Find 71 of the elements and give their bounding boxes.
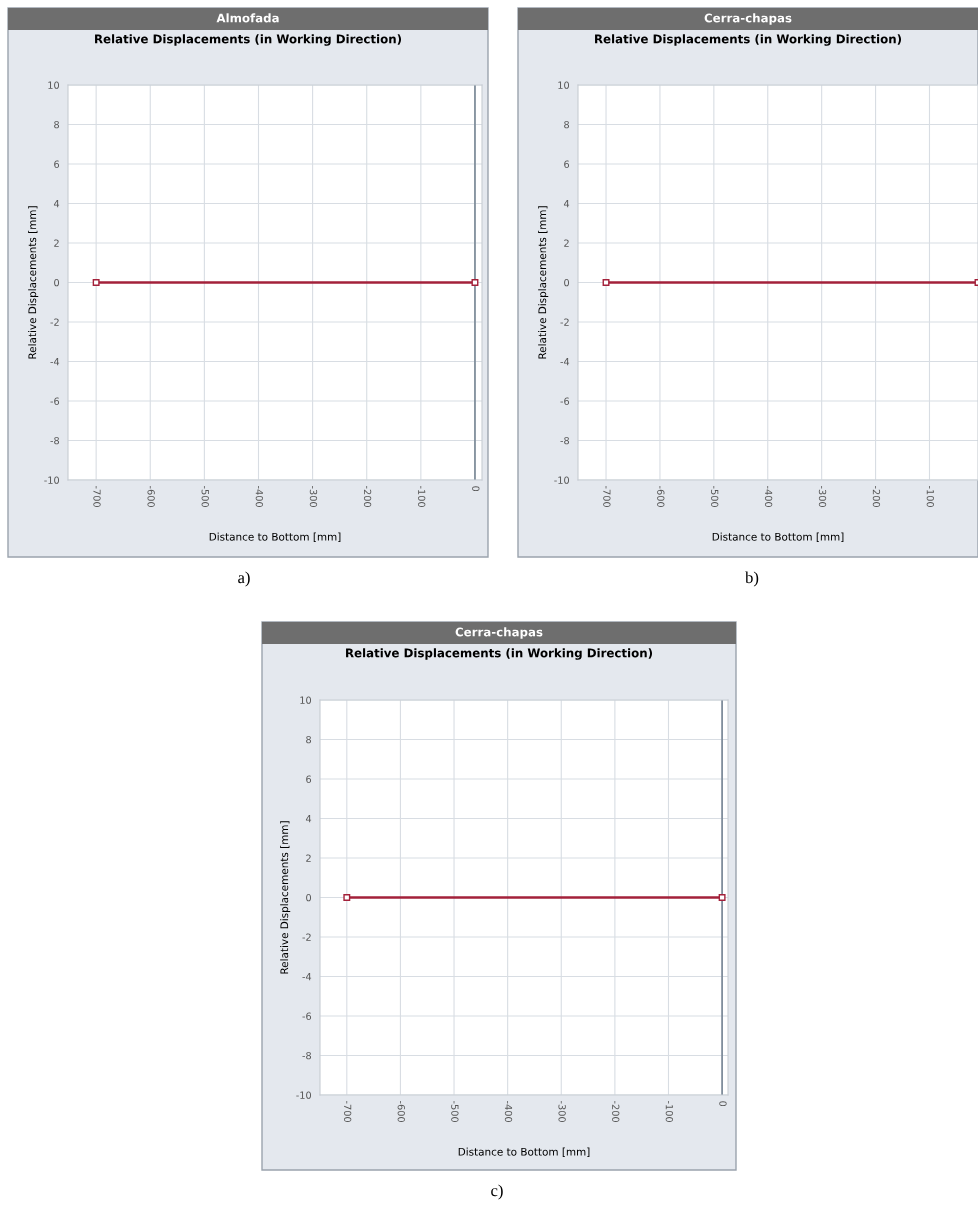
x-tick-label: -300 bbox=[818, 486, 827, 507]
y-axis-title: Relative Displacements [mm] bbox=[280, 821, 291, 974]
chart-title: Almofada bbox=[216, 13, 279, 23]
text: b) bbox=[745, 571, 759, 587]
y-tick-label: -4 bbox=[50, 358, 60, 366]
x-tick-label: -100 bbox=[665, 1101, 674, 1122]
x-axis-title: Distance to Bottom [mm] bbox=[209, 532, 341, 542]
x-tick-label: -600 bbox=[657, 486, 665, 507]
x-tick-label: -700 bbox=[343, 1101, 352, 1122]
chart-title: Cerra-chapas bbox=[704, 13, 792, 25]
y-tick-label: 4 bbox=[563, 200, 570, 208]
x-tick-label: -200 bbox=[612, 1101, 620, 1122]
y-tick-label: 8 bbox=[306, 735, 311, 744]
x-axis-title: Distance to Bottom [mm] bbox=[712, 532, 844, 542]
x-tick-label: -600 bbox=[147, 486, 155, 507]
y-tick-label: 6 bbox=[306, 775, 312, 783]
x-tick-label: -600 bbox=[397, 1101, 405, 1122]
y-tick-label: 10 bbox=[48, 81, 60, 89]
text: c) bbox=[491, 1184, 503, 1200]
y-tick-label: -4 bbox=[302, 973, 312, 981]
y-axis-title: Relative Displacements [mm] bbox=[28, 206, 39, 359]
chart-subtitle: Relative Displacements (in Working Direction) bbox=[595, 34, 902, 46]
chart-subtitle: Relative Displacements (in Working Direction) bbox=[95, 34, 402, 46]
x-tick-label: -100 bbox=[926, 486, 935, 507]
y-tick-label: 6 bbox=[54, 160, 60, 168]
x-tick-label: -100 bbox=[418, 486, 426, 507]
x-tick-label: -500 bbox=[711, 486, 719, 507]
y-tick-label: -2 bbox=[302, 933, 311, 941]
x-tick-label: -500 bbox=[451, 1101, 459, 1122]
x-tick-label: -700 bbox=[603, 486, 611, 507]
y-tick-label: -6 bbox=[560, 397, 570, 405]
x-tick-label: -200 bbox=[872, 486, 881, 507]
y-tick-label: -8 bbox=[302, 1051, 311, 1060]
chart-subtitle: Relative Displacements (in Working Direction) bbox=[346, 648, 653, 660]
y-tick-label: -6 bbox=[50, 397, 60, 405]
x-tick-label: -300 bbox=[309, 486, 318, 507]
y-axis-title: Relative Displacements [mm] bbox=[538, 206, 549, 359]
chart-title: Cerra-chapas bbox=[455, 627, 543, 639]
x-tick-label: 0 bbox=[719, 1101, 727, 1107]
y-tick-label: 4 bbox=[53, 200, 60, 208]
y-tick-label: -10 bbox=[296, 1091, 312, 1099]
x-tick-label: -700 bbox=[93, 486, 101, 507]
y-tick-label: 4 bbox=[305, 815, 312, 823]
x-tick-label: -400 bbox=[255, 486, 264, 507]
y-tick-label: 10 bbox=[300, 696, 312, 704]
y-tick-label: 2 bbox=[306, 854, 311, 862]
x-tick-label: -300 bbox=[558, 1101, 566, 1122]
y-tick-label: 2 bbox=[564, 239, 569, 247]
y-tick-label: 0 bbox=[564, 278, 570, 287]
y-tick-label: -8 bbox=[560, 436, 569, 445]
y-tick-label: 2 bbox=[54, 239, 59, 247]
y-tick-label: -6 bbox=[302, 1012, 312, 1020]
x-tick-label: 0 bbox=[472, 486, 480, 492]
x-tick-label: -400 bbox=[504, 1101, 513, 1122]
y-tick-label: -2 bbox=[560, 318, 569, 326]
x-tick-label: -200 bbox=[363, 486, 372, 507]
y-tick-label: 0 bbox=[54, 278, 60, 287]
y-tick-label: -10 bbox=[44, 476, 60, 484]
y-tick-label: -8 bbox=[50, 436, 59, 445]
y-tick-label: -2 bbox=[50, 318, 59, 326]
x-tick-label: -500 bbox=[201, 486, 209, 507]
text: a) bbox=[238, 571, 250, 587]
y-tick-label: 8 bbox=[564, 120, 569, 129]
y-tick-label: -10 bbox=[554, 476, 570, 484]
x-tick-label: -400 bbox=[764, 486, 773, 507]
y-tick-label: -4 bbox=[560, 358, 570, 366]
y-tick-label: 6 bbox=[564, 160, 570, 168]
y-tick-label: 0 bbox=[306, 893, 312, 902]
y-tick-label: 8 bbox=[54, 120, 59, 129]
y-tick-label: 10 bbox=[558, 81, 570, 89]
x-axis-title: Distance to Bottom [mm] bbox=[458, 1147, 590, 1157]
